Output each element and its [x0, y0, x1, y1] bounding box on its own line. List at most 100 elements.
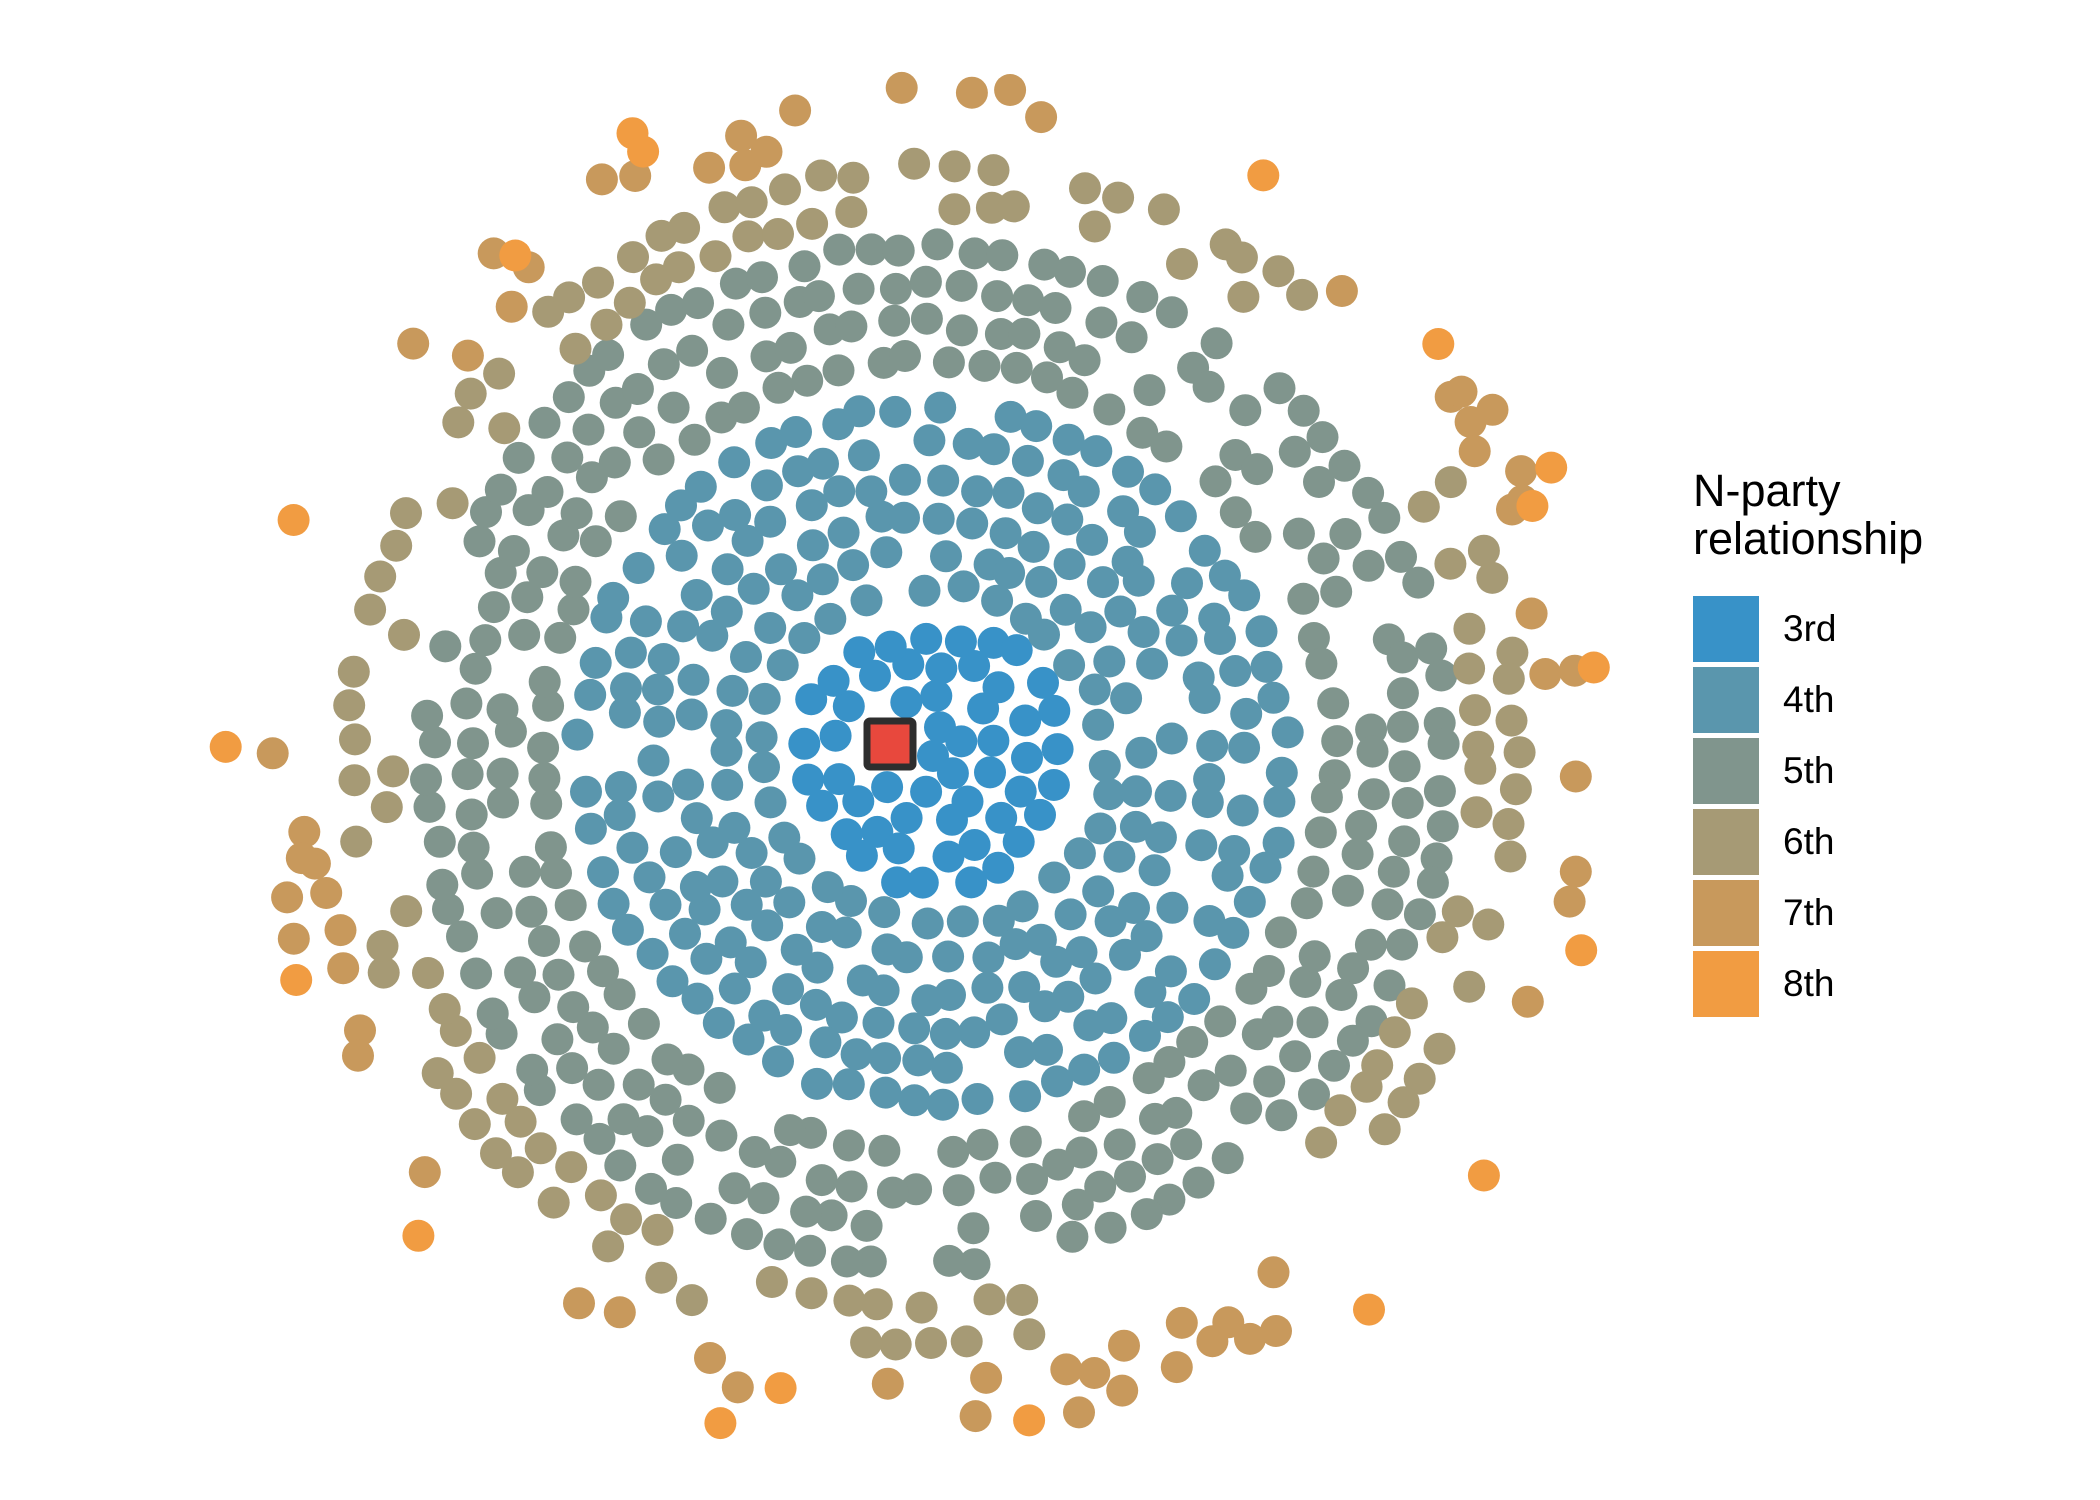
dot-6th: [440, 1077, 473, 1110]
dot-4th: [1093, 778, 1126, 811]
dot-6th: [524, 1132, 557, 1165]
dot-5th: [623, 416, 656, 449]
dot-5th: [1229, 394, 1262, 427]
dot-4th: [1041, 1065, 1073, 1098]
legend-item-8th: 8th: [1693, 951, 2073, 1017]
ring-7th: [256, 71, 1592, 1433]
dot-4th: [1129, 1019, 1161, 1052]
dot-5th: [1199, 465, 1232, 498]
dot-4th: [1080, 435, 1113, 468]
dot-6th: [1350, 1070, 1383, 1103]
dot-5th: [822, 354, 855, 387]
dot-6th: [973, 1283, 1006, 1316]
dot-6th: [1460, 796, 1493, 829]
dot-8th: [1516, 490, 1549, 522]
dot-6th: [1227, 280, 1260, 313]
dot-4th: [737, 572, 770, 605]
dot-4th: [1120, 775, 1152, 808]
dot-4th: [1082, 875, 1115, 908]
dot-4th: [754, 786, 787, 819]
dot-4th: [961, 1083, 994, 1115]
dot-5th: [1068, 1100, 1101, 1133]
dot-4th: [642, 780, 675, 813]
dot-5th: [592, 339, 625, 371]
dot-5th: [882, 234, 915, 267]
dot-5th: [878, 304, 911, 337]
dot-6th: [898, 147, 931, 180]
dot-5th: [1085, 306, 1118, 339]
dot-6th: [339, 723, 371, 756]
dot-5th: [1331, 874, 1364, 907]
dot-4th: [958, 1016, 991, 1049]
dot-5th: [805, 1164, 838, 1197]
dot-4th: [643, 705, 676, 738]
dot-5th: [1093, 1086, 1126, 1118]
dot-4th: [1093, 645, 1126, 678]
dot-4th: [629, 605, 662, 638]
dot-5th: [575, 461, 608, 494]
dot-4th: [1054, 898, 1087, 931]
dot-7th: [619, 160, 652, 192]
dot-6th: [501, 1156, 534, 1189]
dot-5th: [774, 331, 807, 364]
dot-5th: [598, 446, 631, 479]
dot-4th: [679, 870, 712, 903]
dot-5th: [1130, 1198, 1163, 1231]
dot-4th: [677, 663, 710, 696]
dot-4th: [869, 1042, 902, 1075]
dot-6th: [1459, 694, 1491, 727]
dot-4th: [734, 946, 767, 979]
dot-5th: [979, 1161, 1012, 1194]
dot-5th: [576, 1011, 609, 1044]
dot-6th: [997, 190, 1030, 223]
dot-5th: [1328, 449, 1361, 482]
dot-4th: [647, 643, 680, 675]
dot-5th: [1352, 549, 1385, 582]
dot-3rd: [874, 630, 907, 663]
dot-5th: [1298, 1078, 1330, 1111]
dot-6th: [641, 1213, 674, 1246]
dot-5th: [749, 296, 782, 329]
dot-7th: [1458, 435, 1491, 468]
dot-7th: [959, 1400, 992, 1433]
dot-3rd: [932, 840, 965, 873]
dot-5th: [557, 593, 590, 626]
dot-6th: [1006, 1284, 1039, 1316]
dot-6th: [504, 1105, 537, 1138]
dot-4th: [993, 557, 1026, 589]
dot-5th: [921, 228, 954, 261]
dot-5th: [528, 925, 560, 957]
dot-6th: [860, 1288, 893, 1321]
dot-4th: [801, 1067, 833, 1100]
dot-3rd: [920, 679, 953, 712]
dot-7th: [324, 914, 357, 947]
dot-7th: [885, 71, 918, 104]
dot-5th: [1241, 1018, 1274, 1051]
dot-4th: [1257, 681, 1290, 714]
dot-7th: [563, 1287, 595, 1320]
dot-5th: [528, 762, 561, 795]
dot-4th: [1164, 500, 1197, 533]
dot-5th: [1368, 501, 1401, 534]
dot-8th: [1467, 1159, 1500, 1192]
dot-5th: [560, 1103, 593, 1136]
dot-5th: [1388, 825, 1421, 858]
dot-4th: [788, 622, 821, 654]
legend-label-5th: 5th: [1783, 750, 1835, 791]
legend-swatch-6th: [1693, 809, 1759, 875]
dot-7th: [1325, 275, 1358, 307]
dot-4th: [807, 447, 839, 480]
dot-7th: [955, 76, 988, 109]
dot-3rd: [1002, 825, 1035, 858]
dot-4th: [648, 513, 681, 546]
dot-4th: [1073, 1009, 1106, 1042]
dot-4th: [1262, 826, 1295, 859]
dot-4th: [946, 905, 979, 938]
dot-4th: [805, 911, 838, 943]
dot-6th: [428, 993, 461, 1025]
legend-label-6th: 6th: [1783, 821, 1835, 862]
dot-5th: [642, 443, 675, 476]
dot-5th: [532, 689, 565, 722]
ring-5th: [410, 228, 1460, 1281]
dot-5th: [672, 1104, 705, 1137]
